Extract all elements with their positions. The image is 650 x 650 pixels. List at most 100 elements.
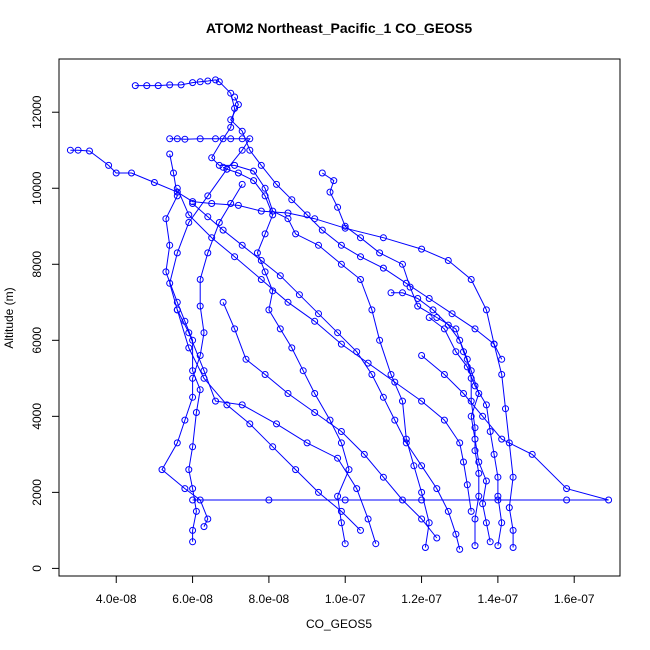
x-axis: 4.0e-08 6.0e-08 8.0e-08 1.0e-07 1.2e-07 1.4e-… [96, 576, 595, 606]
data-point [112, 169, 120, 177]
data-point [456, 336, 464, 344]
data-point [208, 200, 216, 207]
data-point [452, 325, 460, 333]
data-point [196, 386, 204, 394]
data-point [215, 219, 223, 226]
data-point [505, 439, 513, 447]
data-point [166, 150, 174, 158]
data-point [364, 359, 372, 367]
data-point [231, 161, 239, 169]
data-point [200, 329, 208, 337]
data-point [273, 180, 280, 188]
data-point [189, 79, 197, 87]
data-point [467, 397, 475, 405]
data-point [162, 268, 170, 276]
data-point [288, 196, 296, 204]
data-point [337, 340, 345, 348]
data-point [185, 344, 193, 352]
data-point [482, 401, 490, 409]
data-point [234, 201, 242, 209]
series-line [222, 166, 350, 544]
profile-series-10 [173, 306, 364, 534]
data-point [284, 209, 292, 217]
data-point [311, 390, 319, 397]
data-point [418, 245, 426, 253]
data-point [498, 435, 506, 443]
data-point [563, 496, 571, 504]
data-point [311, 409, 319, 416]
data-point [311, 215, 319, 223]
data-point [231, 253, 239, 261]
series-line [176, 309, 361, 531]
data-point [276, 272, 284, 280]
data-point [475, 458, 483, 466]
data-point [257, 207, 265, 215]
data-point [475, 469, 483, 477]
data-point [463, 363, 471, 371]
data-point [334, 203, 342, 211]
data-point [189, 526, 197, 534]
data-point [215, 161, 223, 169]
data-point [421, 544, 429, 551]
data-point [471, 382, 479, 390]
data-point [189, 538, 197, 546]
data-point [227, 200, 235, 207]
data-point [219, 163, 227, 171]
data-point [284, 298, 292, 306]
data-point [166, 81, 174, 89]
data-point [498, 371, 506, 378]
y-tick-label: 0 [30, 565, 44, 572]
data-point [379, 264, 387, 272]
data-point [502, 405, 509, 413]
data-point [337, 260, 345, 268]
data-point [334, 454, 342, 462]
data-point [105, 161, 113, 169]
data-point [498, 519, 506, 527]
data-point [418, 488, 426, 496]
profile-series-7 [219, 163, 353, 548]
data-point [418, 397, 426, 405]
data-point [440, 371, 448, 378]
data-point [402, 279, 410, 287]
data-point [467, 412, 475, 420]
data-point [471, 542, 479, 550]
data-point [364, 515, 372, 523]
data-point [357, 234, 364, 242]
series-line [230, 96, 503, 360]
x-tick-label: 1.6e-07 [554, 592, 595, 606]
data-point [482, 519, 490, 527]
data-point [414, 295, 422, 302]
data-point [74, 146, 82, 154]
profile-series-5 [158, 180, 246, 531]
data-point [261, 230, 269, 238]
data-point [276, 325, 284, 333]
data-point [479, 500, 487, 508]
data-point [429, 306, 437, 314]
data-point [208, 154, 216, 162]
data-point [246, 420, 254, 428]
data-point [425, 314, 433, 321]
data-point [379, 234, 387, 242]
data-point [471, 424, 479, 432]
data-point [257, 161, 265, 169]
data-point [315, 241, 322, 249]
data-point [173, 306, 181, 314]
data-point [475, 492, 483, 500]
data-point [433, 485, 441, 493]
data-point [467, 507, 475, 515]
x-tick-label: 1.4e-07 [478, 592, 519, 606]
data-point [204, 77, 212, 85]
data-point [227, 123, 235, 131]
data-point [238, 241, 246, 249]
data-point [406, 283, 414, 291]
data-point [212, 135, 219, 143]
data-point [452, 348, 460, 356]
data-point [200, 367, 208, 375]
y-tick-label: 12000 [30, 95, 44, 129]
data-point [334, 329, 342, 337]
data-point [471, 447, 479, 455]
data-point [223, 165, 231, 173]
data-point [189, 496, 197, 504]
data-point [410, 462, 418, 470]
